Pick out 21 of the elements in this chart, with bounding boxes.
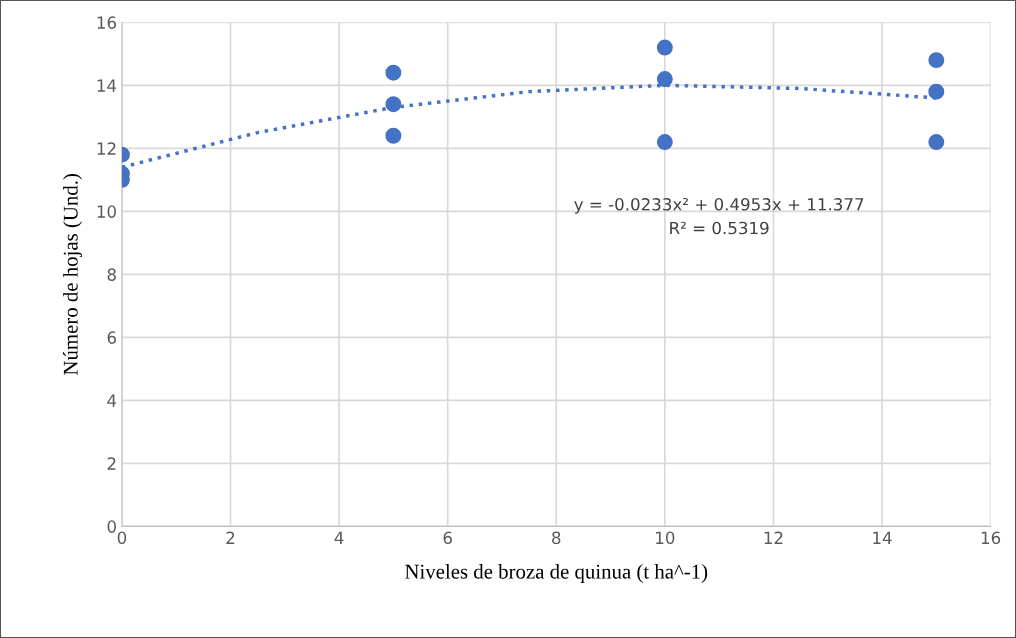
x-tick-label: 8 (552, 531, 561, 545)
x-tick-label: 10 (656, 531, 675, 545)
y-tick-label: 4 (107, 394, 117, 407)
x-tick-label: 6 (443, 531, 452, 545)
x-tick-label: 16 (981, 531, 1001, 545)
x-tick-label: 4 (334, 531, 344, 544)
y-tick-label: 0 (107, 520, 116, 533)
y-tick-label: 2 (107, 457, 116, 470)
y-tick-label: 8 (107, 268, 116, 281)
y-tick-label: 16 (97, 16, 117, 29)
annotation: y = -0.0233x² + 0.4953x + 11.377 R² = 0.5319 (574, 198, 864, 235)
y-tick-label: 14 (97, 79, 117, 92)
x-tick-label: 0 (117, 531, 127, 545)
y-tick-label: 12 (97, 142, 116, 155)
x-tick-label: 2 (226, 531, 235, 544)
y-axis-title: Número de hojas (Und.) (63, 174, 82, 375)
y-tick-label: 10 (97, 205, 116, 218)
x-tick-label: 14 (873, 531, 892, 544)
y-tick-label: 6 (107, 331, 117, 344)
x-tick-label: 12 (764, 531, 783, 544)
x-axis-title: Niveles de broza de quinua (t ha^-1) (405, 564, 708, 583)
